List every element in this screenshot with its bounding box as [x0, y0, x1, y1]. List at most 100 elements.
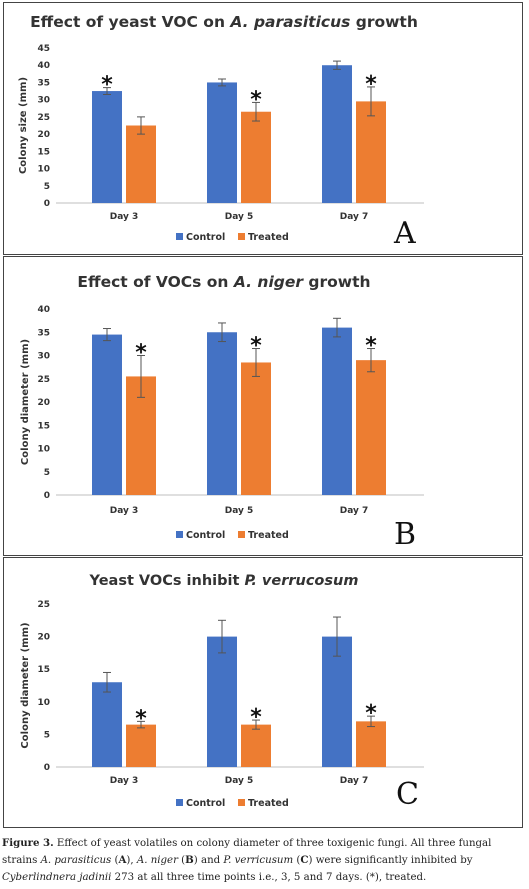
bar-treated	[356, 101, 386, 203]
bar-control	[322, 636, 352, 767]
y-tick-label: 15	[37, 665, 50, 675]
y-tick-label: 10	[37, 165, 50, 175]
bar-control	[92, 334, 122, 495]
caption-text: 273 at all three time points i.e., 3, 5 …	[111, 872, 427, 883]
y-tick-label: 10	[37, 698, 50, 708]
y-tick-label: 25	[37, 600, 50, 610]
chart-a-svg: Effect of yeast VOC on A. parasiticus gr…	[18, 13, 424, 251]
bar-treated	[126, 724, 156, 767]
x-category-label: Day 7	[340, 212, 369, 222]
caption-letter-a: A	[118, 854, 127, 866]
bar-treated	[356, 360, 386, 495]
legend-swatch-treated	[238, 531, 245, 538]
legend-swatch-control	[176, 233, 183, 240]
panel-letter: A	[393, 216, 416, 251]
y-tick-label: 35	[37, 78, 50, 88]
caption-species-b: A. niger	[136, 855, 178, 866]
caption-letter-b: B	[185, 854, 194, 866]
caption-text: Effect of yeast volatiles on colony diam…	[2, 838, 492, 866]
y-tick-label: 25	[37, 113, 50, 123]
y-tick-label: 5	[44, 468, 50, 478]
x-category-label: Day 3	[110, 212, 139, 222]
chart-title-species: A. parasiticus	[229, 13, 350, 31]
bar-control	[322, 65, 352, 203]
y-axis-label: Colony diameter (mm)	[20, 622, 31, 748]
bar-treated	[241, 111, 271, 203]
caption-yeast: Cyberlindnera jadinii	[2, 872, 112, 883]
chart-panel-a: Effect of yeast VOC on A. parasiticus gr…	[3, 2, 523, 255]
x-category-label: Day 5	[225, 776, 254, 786]
significance-star: *	[250, 705, 262, 730]
y-tick-label: 0	[44, 491, 50, 501]
legend-label-control: Control	[186, 798, 225, 809]
caption-species-a: A. parasiticus	[40, 855, 112, 866]
chart-title-species: P. verrucosum	[244, 573, 358, 589]
y-tick-label: 5	[44, 730, 50, 740]
caption-paren: ) were significantly inhibited by	[308, 855, 473, 866]
chart-title-prefix: Effect of yeast VOC on	[30, 13, 230, 31]
legend-label-treated: Treated	[248, 798, 289, 809]
chart-title: Effect of VOCs on A. niger growth	[77, 273, 370, 291]
y-tick-label: 30	[37, 352, 50, 362]
y-tick-label: 20	[37, 633, 50, 643]
legend-swatch-treated	[238, 233, 245, 240]
significance-star: *	[365, 72, 377, 97]
legend-label-control: Control	[186, 530, 225, 541]
y-tick-label: 15	[37, 147, 50, 157]
bar-treated	[241, 362, 271, 495]
bar-control	[322, 327, 352, 495]
caption-paren: ) and	[193, 855, 224, 866]
significance-star: *	[250, 87, 262, 112]
y-axis-label: Colony size (mm)	[18, 77, 29, 174]
legend-swatch-treated	[238, 799, 245, 806]
y-tick-label: 30	[37, 96, 50, 106]
y-tick-label: 35	[37, 328, 50, 338]
caption-species-c: P. verricusum	[223, 855, 294, 866]
chart-panel-b: Effect of VOCs on A. niger growth 0 5 10 15 2…	[3, 256, 523, 556]
legend-swatch-control	[176, 531, 183, 538]
y-tick-label: 40	[37, 305, 50, 315]
chart-title-species: A. niger	[233, 273, 305, 291]
significance-star: *	[365, 334, 377, 359]
y-tick-label: 15	[37, 421, 50, 431]
x-category-label: Day 5	[225, 212, 254, 222]
figure-caption: Figure 3. Effect of yeast volatiles on c…	[2, 835, 527, 886]
x-category-label: Day 7	[340, 776, 369, 786]
bar-control	[92, 682, 122, 767]
legend-label-control: Control	[186, 232, 225, 243]
x-category-label: Day 7	[340, 506, 369, 516]
chart-c-svg: Yeast VOCs inhibit P. verrucosum 0 5 10 15 20…	[20, 573, 424, 812]
bar-control	[92, 91, 122, 203]
bar-treated	[356, 721, 386, 767]
legend-label-treated: Treated	[248, 232, 289, 243]
caption-paren: ),	[126, 855, 137, 866]
caption-paren: (	[177, 855, 186, 866]
caption-label: Figure 3.	[2, 837, 54, 849]
caption-letter-c: C	[300, 854, 309, 866]
y-tick-label: 10	[37, 445, 50, 455]
x-category-label: Day 5	[225, 506, 254, 516]
chart-title-prefix: Effect of VOCs on	[77, 273, 233, 291]
significance-star: *	[135, 706, 147, 731]
caption-paren: (	[111, 855, 119, 866]
y-tick-label: 20	[37, 130, 50, 140]
significance-star: *	[250, 334, 262, 359]
chart-title-suffix: growth	[350, 13, 418, 31]
y-tick-label: 5	[44, 182, 50, 192]
chart-title: Yeast VOCs inhibit P. verrucosum	[89, 573, 359, 589]
significance-star: *	[135, 341, 147, 366]
significance-star: *	[101, 73, 113, 98]
chart-b-svg: Effect of VOCs on A. niger growth 0 5 10 15 2…	[20, 273, 424, 552]
y-tick-label: 40	[37, 61, 50, 71]
y-tick-label: 25	[37, 375, 50, 385]
x-category-label: Day 3	[110, 776, 139, 786]
caption-paren: (	[293, 855, 301, 866]
bar-treated	[126, 125, 156, 203]
chart-title: Effect of yeast VOC on A. parasiticus gr…	[30, 13, 418, 31]
bar-control	[207, 332, 237, 495]
significance-star: *	[365, 701, 377, 726]
y-axis-label: Colony diameter (mm)	[20, 339, 31, 465]
bar-control	[207, 82, 237, 203]
y-tick-label: 45	[37, 44, 50, 54]
panel-letter: C	[396, 777, 419, 812]
